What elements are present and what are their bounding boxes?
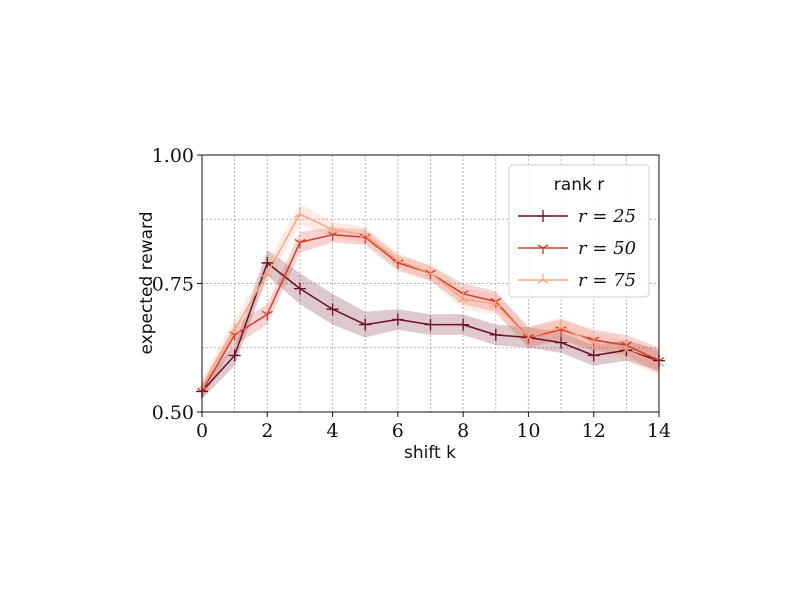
series-3-data-point xyxy=(522,331,534,342)
series-1-data-point xyxy=(293,282,306,295)
y-tick-label: 0.50 xyxy=(152,402,194,424)
series-3-legend-marker xyxy=(537,274,549,284)
series-2-data-point xyxy=(261,310,273,321)
series-3-data-point xyxy=(294,208,306,218)
series-2-legend-label: r = 50 xyxy=(578,238,636,259)
series-2-data-point xyxy=(522,333,534,344)
series-3-legend-label: r = 75 xyxy=(578,270,636,291)
x-axis-label: shift k xyxy=(404,443,456,463)
series-1-data-point xyxy=(457,318,470,331)
y-tick-label: 1.00 xyxy=(152,145,194,167)
series-3-data-point xyxy=(392,254,404,264)
x-tick-label: 0 xyxy=(196,420,208,442)
series-1-data-point xyxy=(359,318,372,331)
x-tick-label: 6 xyxy=(392,420,404,442)
legend-box xyxy=(508,164,650,298)
y-axis-label: expected reward xyxy=(137,211,157,354)
series-3-data-point xyxy=(555,321,567,331)
y-tick-label: 0.75 xyxy=(152,274,194,296)
x-tick-label: 8 xyxy=(457,420,469,442)
x-tick-label: 10 xyxy=(516,420,540,442)
series-3-data-point xyxy=(229,323,241,334)
series-3-data-point xyxy=(490,298,502,308)
series-1-data-point xyxy=(424,318,437,331)
series-1-data-point xyxy=(228,349,241,362)
legend: rank r r = 25 r = 50 r = 75 xyxy=(508,164,650,298)
series-3-data-point xyxy=(424,267,437,277)
series-3-data-point xyxy=(620,344,632,354)
series-1-data-point xyxy=(391,313,404,326)
series-1-data-point xyxy=(555,336,568,349)
series-3-data-point xyxy=(261,267,273,277)
series-1-data-point xyxy=(489,328,502,341)
legend-title: rank r xyxy=(554,175,604,195)
series-3-data-point xyxy=(588,336,600,347)
x-tick-label: 12 xyxy=(582,420,606,442)
x-tick-label: 4 xyxy=(327,420,339,442)
series-3-data-point xyxy=(457,292,469,303)
series-3-data-point xyxy=(359,228,371,239)
series-markers xyxy=(196,208,665,398)
series-1-legend-marker xyxy=(537,210,549,222)
x-tick-label: 2 xyxy=(261,420,273,442)
x-axis-ticks: 0 2 4 6 8 10 12 14 xyxy=(196,412,671,442)
series-2-data-point xyxy=(424,269,437,280)
series-3-data-point xyxy=(327,223,339,234)
y-axis-ticks: 0.50 0.75 1.00 xyxy=(152,145,202,424)
series-1-data-point xyxy=(326,303,339,316)
series-1-data-point xyxy=(261,256,274,269)
series-1-data-point xyxy=(587,349,600,362)
x-tick-label: 14 xyxy=(647,420,671,442)
legend-entries: r = 25 r = 50 r = 75 xyxy=(518,206,636,291)
series-2-legend-marker xyxy=(537,244,549,254)
series-1-legend-label: r = 25 xyxy=(578,206,636,227)
series-2-data-point xyxy=(294,238,306,249)
